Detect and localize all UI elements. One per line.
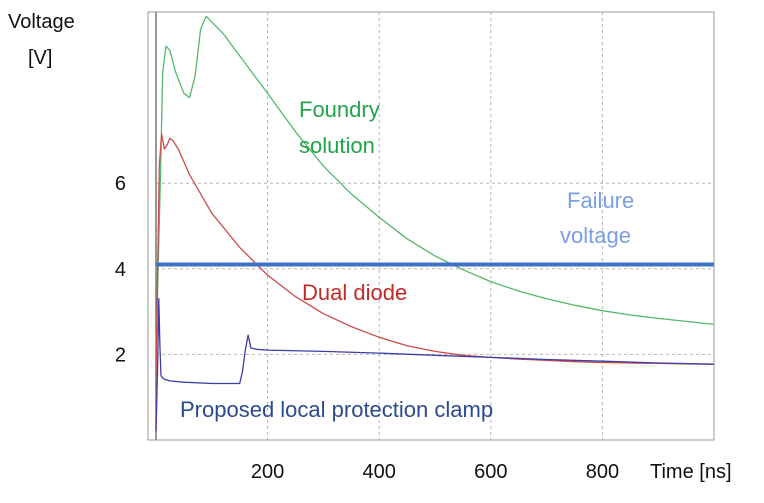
proposed-clamp-label: Proposed local protection clamp bbox=[180, 397, 493, 422]
y-tick-label-1: 4 bbox=[115, 259, 126, 281]
failure-voltage-label-line2: voltage bbox=[560, 223, 631, 248]
series-line-2 bbox=[155, 298, 715, 432]
x-tick-label-2: 600 bbox=[474, 461, 507, 483]
y-tick-label-0: 2 bbox=[115, 344, 126, 366]
y-axis-label-line1: Voltage bbox=[8, 11, 75, 33]
foundry-solution-label-line2: solution bbox=[299, 133, 375, 158]
foundry-solution-label-line1: Foundry bbox=[299, 97, 380, 122]
series-line-0 bbox=[155, 15, 715, 355]
y-tick-labels: 2 4 6 bbox=[115, 173, 126, 366]
plot-frame bbox=[147, 11, 715, 441]
dual-diode-label: Dual diode bbox=[302, 280, 407, 305]
x-tick-label-0: 200 bbox=[251, 461, 284, 483]
x-tick-labels: 200 400 600 800 bbox=[251, 461, 619, 483]
y-axis-label-line2: [V] bbox=[28, 47, 52, 69]
x-tick-label-1: 400 bbox=[363, 461, 396, 483]
y-tick-label-2: 6 bbox=[115, 173, 126, 195]
grid-lines bbox=[156, 12, 714, 440]
series-lines bbox=[155, 15, 715, 432]
x-tick-label-3: 800 bbox=[586, 461, 619, 483]
failure-voltage-label-line1: Failure bbox=[567, 188, 634, 213]
x-axis-label: Time [ns] bbox=[650, 461, 732, 483]
series-line-1 bbox=[155, 133, 715, 376]
